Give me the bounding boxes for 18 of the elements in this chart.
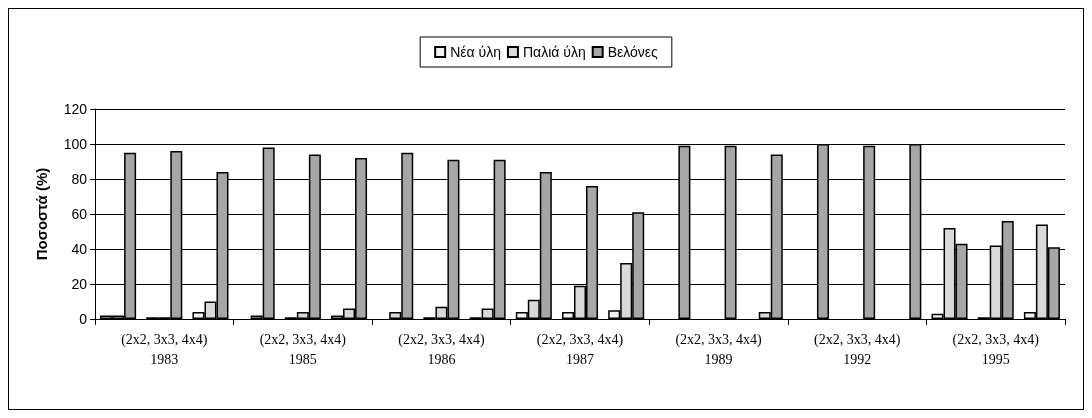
legend-label: Νέα ύλη xyxy=(450,44,501,60)
y-tick-label: 40 xyxy=(71,241,88,257)
x-tick-label: (2x2, 3x3, 4x4) 1985 xyxy=(259,331,347,367)
y-tick-label: 60 xyxy=(71,206,88,222)
legend-label: Βελόνες xyxy=(607,44,659,60)
x-tick-label: (2x2, 3x3, 4x4) 1983 xyxy=(121,331,208,367)
y-tick-label: 0 xyxy=(79,311,88,327)
y-tick-label: 100 xyxy=(63,136,88,152)
y-axis-title: Ποσοστά (%) xyxy=(33,167,50,261)
x-tick-label: (2x2, 3x3, 4x4) 1992 xyxy=(813,331,901,367)
x-tick-label: (2x2, 3x3, 4x4) 1987 xyxy=(536,331,624,367)
x-tick-label: (2x2, 3x3, 4x4) 1989 xyxy=(675,331,763,367)
y-tick-label: 80 xyxy=(71,171,88,187)
legend-label: Παλιά ύλη xyxy=(522,44,586,60)
x-tick-label: (2x2, 3x3, 4x4) 1986 xyxy=(398,331,485,367)
y-tick-label: 120 xyxy=(63,101,88,117)
x-tick-label: (2x2, 3x3, 4x4) 1995 xyxy=(952,331,1040,367)
y-tick-label: 20 xyxy=(71,276,88,292)
